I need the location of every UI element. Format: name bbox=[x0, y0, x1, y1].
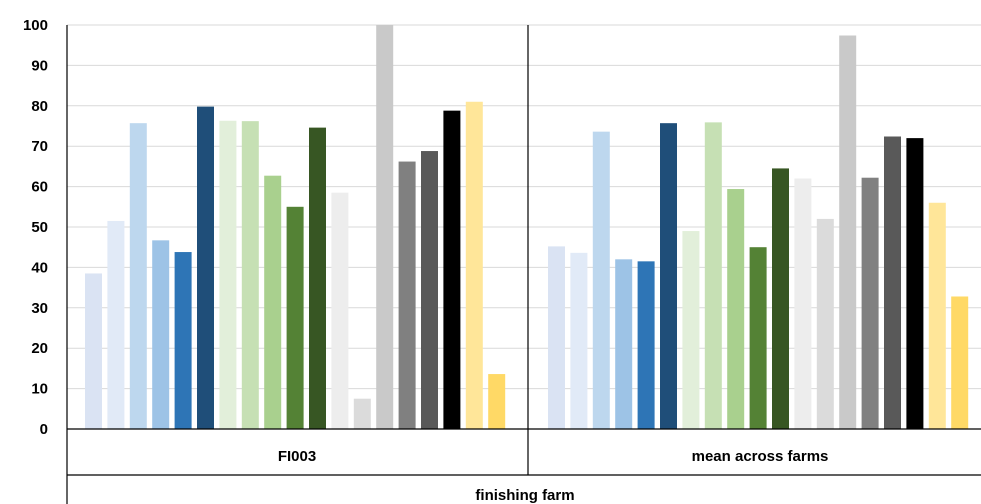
bar bbox=[264, 175, 282, 429]
y-tick-label: 0 bbox=[40, 421, 48, 438]
bars bbox=[85, 25, 969, 430]
bar bbox=[488, 374, 506, 429]
category-axis-frame bbox=[66, 25, 981, 504]
bar bbox=[152, 240, 170, 429]
category-label-1: mean across farms bbox=[692, 448, 829, 465]
bar bbox=[727, 189, 745, 429]
bar bbox=[398, 161, 416, 429]
bar bbox=[219, 120, 237, 430]
bar bbox=[615, 259, 633, 429]
x-axis-title: finishing farm bbox=[475, 487, 574, 504]
bar bbox=[816, 218, 834, 429]
bar bbox=[749, 247, 767, 429]
bar bbox=[861, 177, 879, 429]
bar bbox=[570, 252, 588, 429]
y-tick-label: 50 bbox=[31, 219, 48, 236]
bar bbox=[794, 178, 812, 429]
bar bbox=[772, 168, 789, 430]
bar bbox=[376, 25, 394, 429]
bar bbox=[309, 127, 326, 429]
bar bbox=[174, 252, 192, 429]
bar bbox=[197, 106, 214, 429]
bar bbox=[839, 35, 857, 430]
y-tick-label: 20 bbox=[31, 340, 48, 357]
bar bbox=[286, 206, 304, 429]
bar bbox=[421, 151, 438, 429]
category-label-0: FI003 bbox=[278, 448, 316, 465]
bar bbox=[951, 296, 969, 429]
y-tick-label: 40 bbox=[31, 259, 48, 276]
bar bbox=[443, 110, 461, 429]
bar bbox=[107, 220, 125, 429]
bar bbox=[884, 136, 901, 429]
bar bbox=[928, 202, 946, 429]
bar bbox=[592, 131, 610, 429]
bar bbox=[129, 123, 147, 429]
y-axis-ticks: 0 10 20 30 40 50 60 70 80 90 100 bbox=[23, 17, 48, 438]
bar bbox=[241, 121, 259, 429]
bar bbox=[548, 246, 565, 429]
bar bbox=[85, 273, 102, 429]
bar bbox=[353, 398, 371, 429]
bar bbox=[637, 261, 655, 429]
bar bbox=[704, 122, 722, 429]
bar bbox=[906, 138, 924, 429]
bar bbox=[331, 192, 349, 429]
bar bbox=[465, 101, 483, 429]
y-tick-label: 60 bbox=[31, 179, 48, 196]
bar bbox=[682, 231, 700, 429]
y-tick-label: 10 bbox=[31, 381, 48, 398]
y-tick-label: 100 bbox=[23, 17, 48, 34]
y-tick-label: 90 bbox=[31, 57, 48, 74]
y-tick-label: 70 bbox=[31, 138, 48, 155]
y-tick-label: 80 bbox=[31, 98, 48, 115]
bar bbox=[660, 123, 677, 429]
y-tick-label: 30 bbox=[31, 300, 48, 317]
